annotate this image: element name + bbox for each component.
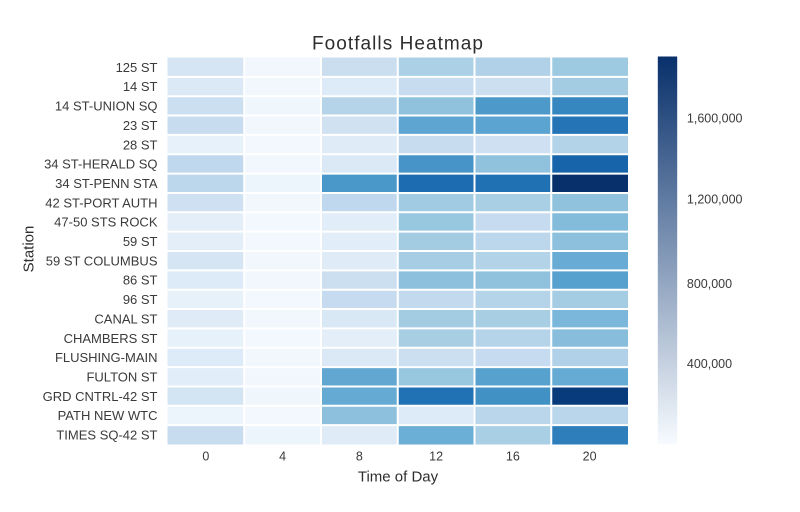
svg-text:28 ST: 28 ST bbox=[123, 137, 158, 152]
svg-text:FULTON ST: FULTON ST bbox=[86, 369, 157, 384]
svg-text:8: 8 bbox=[356, 450, 363, 464]
svg-text:125 ST: 125 ST bbox=[116, 60, 158, 75]
svg-text:Time of Day: Time of Day bbox=[358, 469, 439, 486]
svg-text:14 ST-UNION SQ: 14 ST-UNION SQ bbox=[55, 99, 158, 114]
svg-text:96 ST: 96 ST bbox=[123, 292, 158, 307]
svg-text:CANAL ST: CANAL ST bbox=[94, 311, 157, 326]
svg-text:14 ST: 14 ST bbox=[123, 79, 158, 94]
svg-text:400,000: 400,000 bbox=[687, 357, 732, 371]
svg-text:4: 4 bbox=[279, 450, 286, 464]
svg-text:86 ST: 86 ST bbox=[123, 273, 158, 288]
svg-text:16: 16 bbox=[506, 450, 520, 464]
svg-text:FLUSHING-MAIN: FLUSHING-MAIN bbox=[55, 350, 158, 365]
svg-text:1,200,000: 1,200,000 bbox=[687, 192, 743, 206]
svg-text:23 ST: 23 ST bbox=[123, 118, 158, 133]
svg-text:Footfalls Heatmap: Footfalls Heatmap bbox=[312, 33, 484, 54]
svg-text:GRD CNTRL-42 ST: GRD CNTRL-42 ST bbox=[43, 389, 158, 404]
svg-text:12: 12 bbox=[429, 450, 443, 464]
svg-text:34 ST-PENN STA: 34 ST-PENN STA bbox=[55, 176, 158, 191]
svg-text:1,600,000: 1,600,000 bbox=[687, 112, 743, 126]
svg-text:34 ST-HERALD SQ: 34 ST-HERALD SQ bbox=[44, 157, 157, 172]
svg-text:0: 0 bbox=[202, 450, 209, 464]
svg-text:800,000: 800,000 bbox=[687, 277, 732, 291]
svg-text:59 ST COLUMBUS: 59 ST COLUMBUS bbox=[46, 253, 158, 268]
svg-text:47-50 STS ROCK: 47-50 STS ROCK bbox=[54, 215, 158, 230]
svg-text:TIMES SQ-42 ST: TIMES SQ-42 ST bbox=[56, 428, 157, 443]
svg-text:Station: Station bbox=[21, 226, 38, 273]
svg-text:59 ST: 59 ST bbox=[123, 234, 158, 249]
svg-text:CHAMBERS ST: CHAMBERS ST bbox=[64, 331, 158, 346]
svg-text:20: 20 bbox=[583, 450, 597, 464]
svg-text:42 ST-PORT AUTH: 42 ST-PORT AUTH bbox=[45, 195, 157, 210]
svg-text:PATH NEW WTC: PATH NEW WTC bbox=[58, 408, 158, 423]
